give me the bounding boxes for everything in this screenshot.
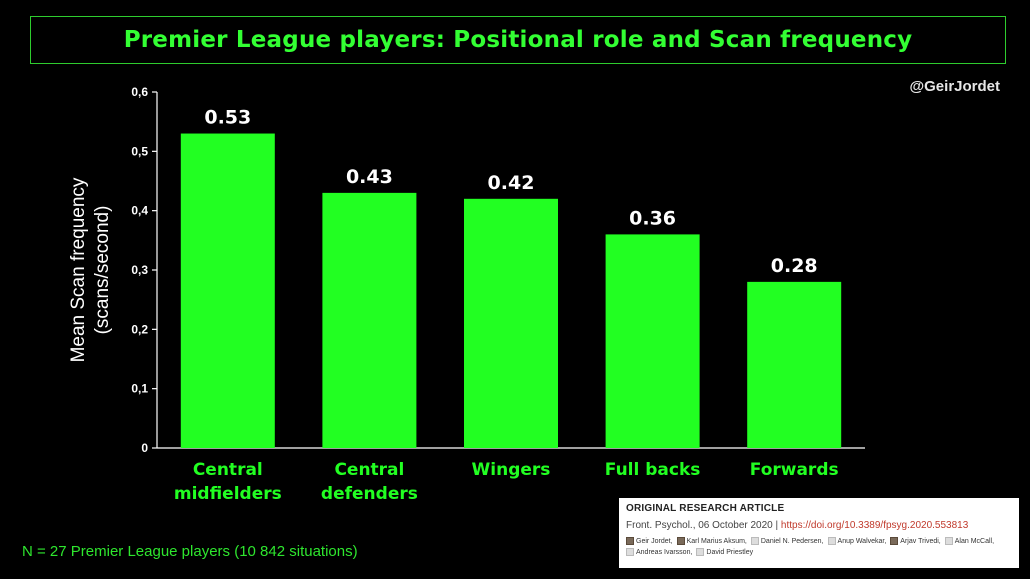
article-author[interactable]: Karl Marius Aksum, [676, 536, 747, 547]
bar-value-label: 0.28 [771, 255, 818, 277]
y-tick-label: 0,6 [131, 85, 148, 99]
bar-value-label: 0.43 [346, 166, 393, 188]
author-handle: @GeirJordet [909, 78, 1000, 95]
article-citation-card: ORIGINAL RESEARCH ARTICLE Front. Psychol… [619, 498, 1019, 568]
article-doi-link[interactable]: https://doi.org/10.3389/fpsyg.2020.55381… [780, 520, 969, 531]
x-tick-label-line: Forwards [750, 460, 839, 480]
sample-size-footnote: N = 27 Premier League players (10 842 si… [22, 543, 358, 560]
bar-value-label: 0.53 [204, 107, 251, 129]
chart-title: Premier League players: Positional role … [123, 27, 913, 53]
bar [180, 133, 275, 449]
article-author[interactable]: Geir Jordet, [626, 536, 673, 547]
y-tick-label: 0,5 [131, 144, 148, 158]
author-placeholder-icon [626, 548, 634, 557]
article-authors: Geir Jordet, Karl Marius Aksum, Daniel N. … [626, 536, 1013, 558]
bar [322, 192, 417, 448]
x-tick-label: Forwards [750, 460, 839, 480]
author-name: Karl Marius Aksum, [686, 538, 747, 545]
author-placeholder-icon [696, 548, 705, 557]
article-author[interactable]: Arjav Trivedi, [890, 536, 941, 547]
author-name: Geir Jordet, [636, 538, 673, 545]
bar [605, 234, 700, 448]
y-tick-label: 0,2 [131, 322, 148, 336]
x-tick-label: Central defenders [321, 460, 418, 504]
y-axis-label-line: (scans/second) [92, 206, 113, 335]
bar [747, 281, 842, 448]
author-name: Andreas Ivarsson, [636, 549, 693, 556]
y-tick-label: 0 [141, 441, 148, 455]
article-heading: ORIGINAL RESEARCH ARTICLE [626, 503, 785, 514]
x-tick-label-line: defenders [321, 484, 418, 504]
y-tick-label: 0,3 [131, 263, 148, 277]
article-citation: Front. Psychol., 06 October 2020 | https… [626, 520, 1013, 531]
y-axis-label: Mean Scan frequency (scans/second) [68, 177, 113, 362]
author-name: Arjav Trivedi, [900, 538, 941, 545]
author-photo-icon [890, 537, 899, 546]
x-tick-label: Full backs [605, 460, 701, 480]
x-tick-label-line: midfielders [174, 484, 282, 504]
author-photo-icon [626, 537, 634, 546]
y-tick-label: 0,4 [131, 204, 148, 218]
bar-value-label: 0.36 [629, 207, 676, 229]
x-tick-label-line: Central [193, 460, 263, 480]
article-author[interactable]: Anup Walvekar, [827, 536, 887, 547]
y-tick-label: 0,1 [131, 382, 148, 396]
article-author[interactable]: Daniel N. Pedersen, [750, 536, 824, 547]
x-tick-label: Central midfielders [174, 460, 282, 504]
x-tick-label-line: Full backs [605, 460, 701, 480]
author-name: David Priestley [706, 549, 754, 556]
article-journal: Front. Psychol., 06 October 2020 | [626, 520, 781, 531]
author-name: Daniel N. Pedersen, [760, 538, 824, 545]
article-author[interactable]: Andreas Ivarsson, [626, 547, 692, 558]
author-placeholder-icon [750, 537, 759, 546]
article-author[interactable]: David Priestley [696, 547, 753, 558]
author-placeholder-icon [827, 537, 836, 546]
chart-title-box: Premier League players: Positional role … [30, 16, 1006, 64]
x-tick-label-line: Central [334, 460, 404, 480]
x-tick-label: Wingers [472, 460, 551, 480]
y-axis-label-line: Mean Scan frequency [68, 177, 89, 362]
bar [464, 198, 558, 448]
author-placeholder-icon [944, 537, 953, 546]
author-photo-icon [676, 537, 685, 546]
author-name: Alan McCall, [954, 538, 995, 545]
bar-value-label: 0.42 [488, 172, 535, 194]
article-author[interactable]: Alan McCall, [944, 536, 995, 547]
x-tick-label-line: Wingers [472, 460, 551, 480]
author-name: Anup Walvekar, [837, 538, 887, 545]
